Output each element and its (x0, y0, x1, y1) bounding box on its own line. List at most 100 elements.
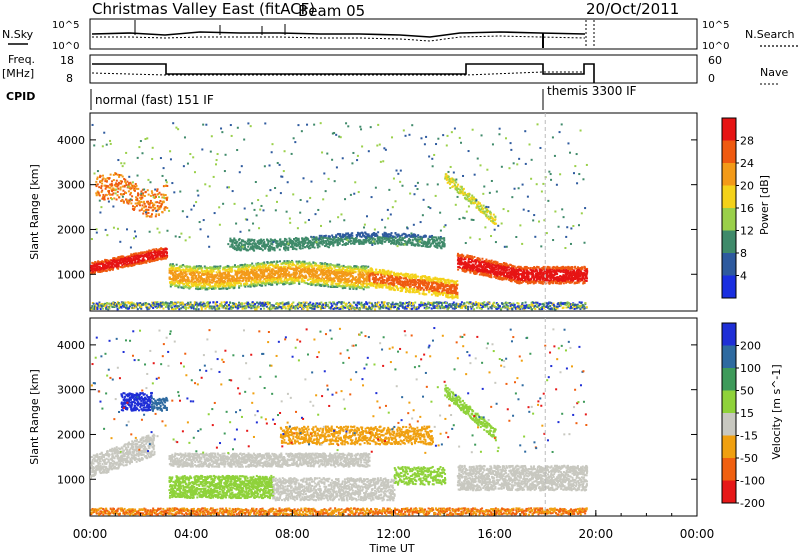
echo-cell (446, 291, 449, 294)
echo-cell (178, 268, 181, 271)
echo-cell (131, 262, 134, 265)
echo-cell (92, 265, 95, 268)
echo-cell (273, 260, 276, 263)
echo-cell (169, 285, 172, 288)
echo-cell (198, 267, 201, 270)
freq-label: Freq. (8, 53, 35, 66)
echo-cell (169, 264, 172, 267)
echo-cell (91, 272, 94, 275)
echo-cell (198, 283, 201, 286)
echo-cell (404, 277, 407, 280)
echo-cell (187, 281, 190, 284)
echo-cell (251, 271, 254, 274)
echo-cell (120, 258, 123, 261)
echo-cell (313, 267, 316, 270)
echo-cell (145, 252, 148, 255)
echo-cell (275, 283, 278, 286)
echo-cell (154, 259, 157, 262)
echo-cell (535, 279, 538, 282)
echo-cell (523, 266, 526, 269)
echo-cell (107, 259, 110, 262)
echo-cell (242, 239, 245, 242)
echo-cell (195, 287, 198, 290)
echo-cell (263, 261, 266, 264)
echo-cell (173, 282, 176, 285)
echo-cell (268, 266, 271, 269)
echo-cell (195, 266, 198, 269)
echo-cell (172, 267, 175, 270)
echo-cell (404, 290, 407, 293)
echo-cell (488, 263, 491, 266)
echo-cell (350, 282, 353, 285)
echo-cell (585, 279, 588, 282)
echo-cell (456, 291, 459, 294)
echo-cell (182, 263, 185, 266)
echo-cell (342, 264, 345, 267)
echo-cell (233, 286, 236, 289)
echo-cell (94, 261, 97, 264)
echo-cell (111, 260, 114, 263)
echo-cell (129, 259, 132, 262)
echo-cell (198, 266, 201, 269)
echo-cell (198, 265, 201, 268)
echo-cell (174, 272, 177, 275)
echo-cell (173, 274, 176, 277)
echo-cell (190, 271, 193, 274)
echo-cell (150, 253, 153, 256)
echo-cell (585, 275, 588, 278)
echo-cell (183, 271, 186, 274)
echo-cell (165, 254, 168, 257)
echo-cell (150, 259, 153, 262)
echo-cell (113, 261, 116, 264)
echo-cell (195, 265, 198, 268)
echo-cell (221, 274, 224, 277)
echo-cell (273, 249, 276, 252)
echo-cell (171, 283, 174, 286)
echo-cell (124, 256, 127, 259)
echo-cell (411, 284, 414, 287)
echo-cell (239, 248, 242, 251)
echo-cell (176, 273, 179, 276)
freq-tick-lo: 8 (66, 72, 73, 85)
echo-cell (436, 277, 439, 280)
echo-cell (413, 289, 416, 292)
echo-cell (192, 277, 195, 280)
echo-cell (266, 261, 269, 264)
echo-cell (562, 271, 565, 274)
echo-cell (480, 268, 483, 271)
echo-cell (479, 262, 482, 265)
echo-cell (386, 271, 389, 274)
echo-cell (106, 266, 109, 269)
echo-cell (409, 287, 412, 290)
echo-cell (168, 277, 171, 280)
echo-cell (230, 282, 233, 285)
echo-cell (250, 269, 253, 272)
echo-cell (119, 255, 122, 258)
echo-cell (358, 278, 361, 281)
echo-cell (189, 273, 192, 276)
echo-cell (187, 277, 190, 280)
echo-cell (415, 277, 418, 280)
echo-cell (342, 275, 345, 278)
echo-cell (168, 276, 171, 279)
echo-cell (229, 286, 232, 289)
echo-cell (459, 266, 462, 269)
echo-cell (321, 265, 324, 268)
echo-cell (417, 290, 420, 293)
echo-cell (184, 285, 187, 288)
echo-cell (390, 271, 393, 274)
echo-cell (177, 269, 180, 272)
echo-cell (406, 287, 409, 290)
echo-cell (122, 255, 125, 258)
echo-cell (199, 266, 202, 269)
echo-cell (409, 290, 412, 293)
echo-cell (333, 277, 336, 280)
echo-cell (133, 263, 136, 266)
echo-cell (376, 271, 379, 274)
echo-cell (177, 286, 180, 289)
echo-cell (546, 267, 549, 270)
echo-cell (571, 266, 574, 269)
echo-cell (157, 250, 160, 253)
echo-cell (179, 276, 182, 279)
echo-cell (280, 270, 283, 273)
